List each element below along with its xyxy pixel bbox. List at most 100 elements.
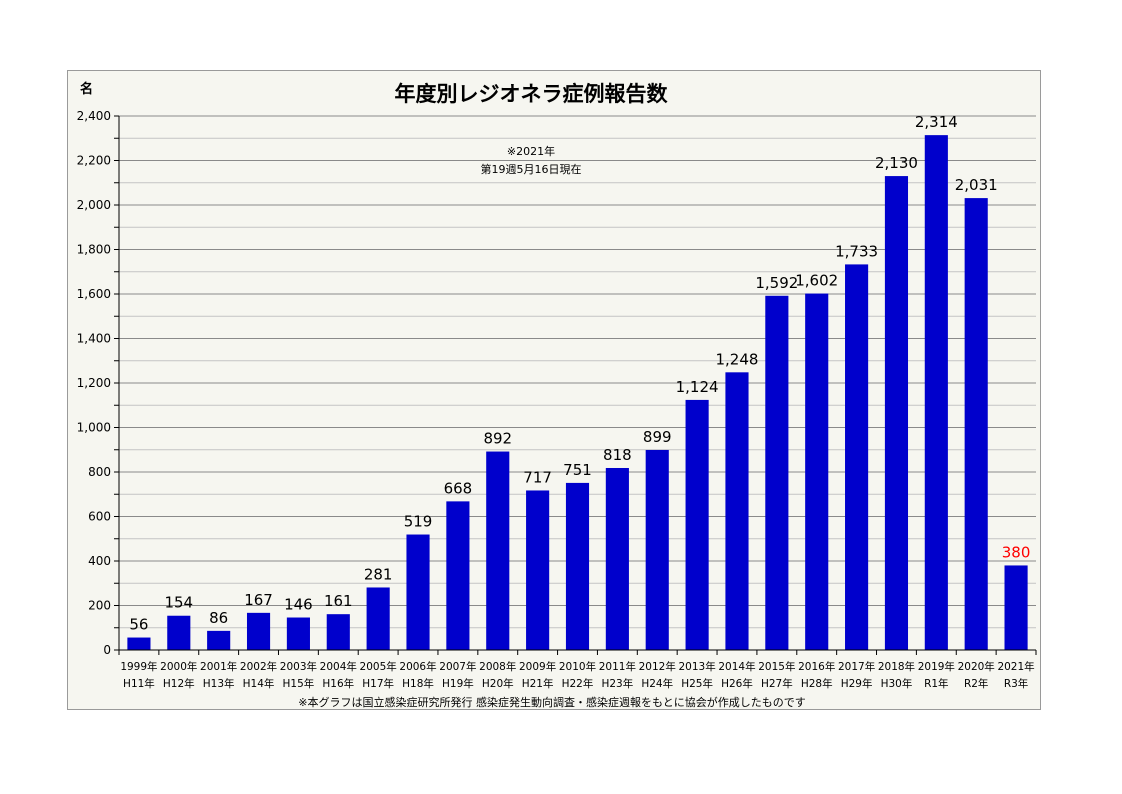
bar [685, 399, 709, 650]
y-tick-label: 1,000 [77, 421, 111, 435]
y-tick-label: 1,600 [77, 287, 111, 301]
bar-value-label: 1,592 [755, 274, 798, 292]
bar [446, 501, 470, 650]
x-tick-label: 2000年 [160, 660, 197, 673]
x-tick-label-era: R1年 [924, 677, 948, 690]
bar [964, 198, 988, 650]
x-tick-label-era: H23年 [601, 677, 633, 690]
bar [366, 587, 390, 650]
bar-value-label: 167 [244, 591, 273, 609]
x-tick-label: 2009年 [519, 660, 556, 673]
y-axis-ticks: 0 200 400 600 800 1,000 1,200 1,400 1,600 1,800 2,… [77, 109, 119, 657]
x-tick-label-era: H18年 [402, 677, 434, 690]
x-tick-label: 2006年 [399, 660, 436, 673]
x-tick-label: 2005年 [360, 660, 397, 673]
y-tick-label: 800 [88, 465, 111, 479]
bar [605, 467, 629, 650]
value-labels: 56 154 86 167 146 161 281 519 668 892 717 751 818 899… [129, 113, 1030, 633]
x-tick-label: 2015年 [758, 660, 795, 673]
bar-value-label: 818 [603, 446, 632, 464]
annotation-line-2: 第19週5月16日現在 [481, 162, 582, 176]
bars [127, 135, 1028, 650]
x-tick-label: 2013年 [678, 660, 715, 673]
y-tick-label: 2,200 [77, 154, 111, 168]
x-tick-label-era: H25年 [681, 677, 713, 690]
x-tick-label-era: R2年 [964, 677, 988, 690]
y-tick-label: 1,400 [77, 332, 111, 346]
bar [1004, 565, 1028, 650]
x-tick-label: 2016年 [798, 660, 835, 673]
bar [167, 615, 191, 650]
bar [924, 135, 948, 650]
bar [884, 176, 909, 650]
bar-value-label: 161 [324, 592, 353, 610]
y-tick-label: 200 [88, 599, 111, 613]
bar-value-label: 1,124 [676, 378, 719, 396]
x-tick-label: 2018年 [878, 660, 915, 673]
x-tick-label-era: H24年 [641, 677, 673, 690]
x-tick-label: 1999年 [120, 660, 157, 673]
x-tick-label: 2011年 [599, 660, 636, 673]
y-tick-label: 600 [88, 510, 111, 524]
bar [725, 372, 749, 650]
bar [805, 293, 829, 650]
bar [286, 617, 310, 650]
x-tick-label-era: H28年 [801, 677, 833, 690]
x-tick-label: 2010年 [559, 660, 596, 673]
bar-value-label: 380 [1002, 543, 1031, 561]
y-tick-label: 1,800 [77, 243, 111, 257]
x-tick-label-era: H17年 [362, 677, 394, 690]
y-axis-unit-label: 名 [80, 81, 93, 97]
bar [765, 295, 789, 650]
x-tick-label-era: H13年 [203, 677, 235, 690]
bar-chart: 年度別レジオネラ症例報告数 名 ※2021年 第19週5月16日現在 02004… [77, 81, 1037, 709]
bar-value-label: 56 [129, 616, 148, 634]
bar [845, 264, 869, 650]
bar-value-label: 519 [404, 513, 433, 531]
x-tick-label-era: R3年 [1004, 677, 1028, 690]
bar [645, 449, 669, 650]
x-tick-label-era: H22年 [562, 677, 594, 690]
footnote: ※本グラフは国立感染症研究所発行 感染症発生動向調査・感染症週報をもとに協会が作… [298, 695, 806, 709]
bar-value-label: 668 [444, 479, 473, 497]
y-tick-label: 0 [103, 643, 111, 657]
y-tick-label: 2,400 [77, 109, 111, 123]
x-tick-label-era: H21年 [522, 677, 554, 690]
x-tick-label-era: H26年 [721, 677, 753, 690]
x-tick-label: 2017年 [838, 660, 875, 673]
x-tick-label-era: H27年 [761, 677, 793, 690]
x-tick-label: 2008年 [479, 660, 516, 673]
bar-value-label: 717 [523, 468, 552, 486]
x-tick-label-era: H15年 [283, 677, 315, 690]
bar-value-label: 751 [563, 461, 592, 479]
x-tick-label-era: H29年 [841, 677, 873, 690]
bar [526, 490, 550, 650]
bar [406, 534, 430, 650]
bar-value-label: 154 [164, 594, 193, 612]
bar-value-label: 2,314 [915, 113, 958, 131]
gridlines [119, 115, 1036, 651]
bar [486, 451, 510, 650]
x-tick-label-era: H20年 [482, 677, 514, 690]
y-tick-label: 2,000 [77, 198, 111, 212]
x-tick-label: 2001年 [200, 660, 237, 673]
bar [127, 637, 151, 650]
bar-value-label: 86 [209, 609, 228, 627]
bar-value-label: 2,130 [875, 154, 918, 172]
x-tick-label: 2019年 [918, 660, 955, 673]
x-tick-label-era: H30年 [881, 677, 913, 690]
x-tick-label: 2003年 [280, 660, 317, 673]
x-tick-label-era: H16年 [322, 677, 354, 690]
bar [207, 630, 231, 650]
bar-value-label: 899 [643, 428, 672, 446]
bar-value-label: 2,031 [955, 176, 998, 194]
bar [246, 612, 271, 650]
x-tick-label-era: H11年 [123, 677, 155, 690]
x-tick-label: 2020年 [958, 660, 995, 673]
x-tick-label: 2014年 [718, 660, 755, 673]
bar-value-label: 892 [483, 430, 512, 448]
bar-value-label: 1,602 [795, 272, 838, 290]
bar-value-label: 1,733 [835, 242, 878, 260]
x-tick-label: 2021年 [997, 660, 1034, 673]
annotation-line-1: ※2021年 [507, 144, 555, 158]
